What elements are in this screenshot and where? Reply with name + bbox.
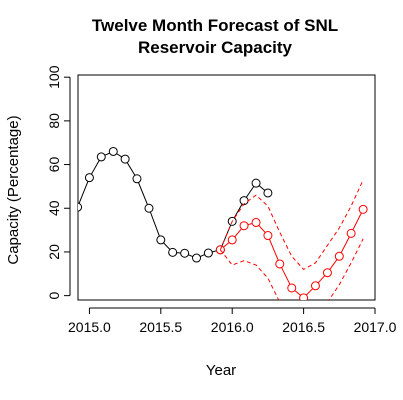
series-layer [78, 146, 368, 300]
x-tick-label: 2016.5 [282, 319, 325, 335]
x-axis: 2015.0 2015.5 2016.0 2016.5 2017.0 [68, 307, 397, 335]
series-observed-point [96, 152, 106, 162]
series-forecast-point [275, 259, 285, 269]
series-forecast-point [263, 231, 273, 241]
series-observed-point [78, 202, 83, 212]
series-observed-point [251, 178, 261, 188]
plot-area-frame [77, 74, 376, 301]
y-tick-label: 40 [46, 200, 62, 216]
series-forecast-point [227, 235, 237, 245]
series-observed-point [84, 173, 94, 183]
series-observed-point [180, 248, 190, 258]
series-observed-point [156, 235, 166, 245]
y-tick-label: 60 [46, 157, 62, 173]
series-forecast-point [287, 283, 297, 293]
chart-title-line-1: Twelve Month Forecast of SNL [92, 16, 338, 35]
y-tick-label: 20 [46, 244, 62, 260]
y-tick-label: 0 [46, 292, 62, 300]
series-forecast_lower-line [219, 238, 364, 300]
series-observed-point [108, 146, 118, 156]
x-tick-label: 2017.0 [354, 319, 397, 335]
series-forecast_upper-line [219, 179, 364, 271]
series-observed-point [263, 188, 273, 198]
series-forecast-point [299, 293, 309, 300]
x-tick-label: 2016.0 [211, 319, 254, 335]
series-observed-point [192, 253, 202, 263]
y-tick-label: 100 [46, 65, 62, 89]
series-observed-point [203, 248, 213, 258]
series-observed-line [78, 150, 269, 259]
series-observed-point [144, 203, 154, 213]
series-observed-point [120, 154, 130, 164]
y-axis: 0 20 40 60 80 100 [46, 65, 71, 300]
y-tick-label: 80 [46, 113, 62, 129]
series-forecast-point [358, 204, 368, 214]
series-forecast-point [239, 221, 249, 231]
chart-title-line-2: Reservoir Capacity [138, 38, 293, 57]
series-forecast-point [251, 217, 261, 227]
x-tick-label: 2015.0 [68, 319, 111, 335]
y-axis-label: Capacity (Percentage) [5, 115, 22, 264]
x-axis-label: Year [206, 362, 236, 379]
series-observed-point [132, 174, 142, 184]
series-forecast-point [334, 251, 344, 261]
series-forecast-point [346, 228, 356, 238]
x-tick-label: 2015.5 [139, 319, 182, 335]
series-observed-point [168, 247, 178, 257]
series-forecast-point [310, 281, 320, 291]
series-forecast-point [322, 268, 332, 278]
